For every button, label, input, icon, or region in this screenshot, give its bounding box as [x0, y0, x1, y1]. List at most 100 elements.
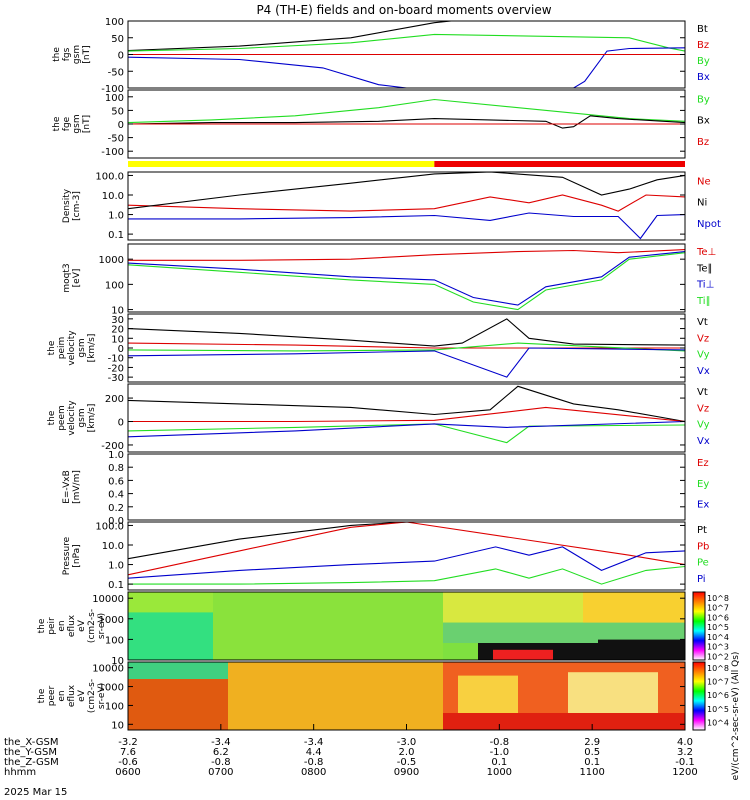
y-label-line: the [47, 410, 57, 425]
panel-frame [127, 453, 686, 521]
x-row-value: -1.0 [490, 747, 510, 758]
y-label-line: eflux [67, 684, 77, 707]
heatmap-block [128, 592, 213, 613]
panel-density: 100.0 10.0 1.0 0.1 Density [cm-3] Ne Ni Npot [62, 171, 721, 241]
legend-entry: Vy [697, 350, 710, 361]
legend-entry: Ez [697, 458, 709, 469]
x-row-value: 0.1 [491, 757, 507, 768]
x-row-value: -0.8 [304, 757, 324, 768]
y-label-line: gsm [77, 408, 87, 427]
x-row-value: 0600 [115, 767, 140, 778]
y-tick-label: 0.1 [108, 580, 124, 591]
y-axis-label: the peem velocity gsm [km/s] [47, 400, 97, 436]
x-row-value: 0.5 [584, 747, 600, 758]
legend-entry: Ex [697, 499, 709, 510]
y-label-line: sr-eV) [97, 683, 107, 709]
y-label-line: Pressure [62, 536, 72, 575]
y-tick-label: 10000 [92, 594, 124, 605]
y-tick-label: -200 [101, 441, 124, 452]
legend-entry: By [697, 56, 710, 67]
panel-frame [127, 171, 686, 241]
legend-entry: Ti∥ [696, 296, 711, 307]
mode-bar-segment [128, 161, 435, 167]
y-tick-label: -50 [108, 67, 124, 78]
x-row-label: hhmm [4, 767, 36, 778]
legend-entry: Bx [697, 72, 710, 83]
panel-frame [127, 521, 686, 591]
y-label-line: fge [62, 116, 72, 131]
series-ti-line [127, 251, 686, 306]
legend-entry: Vt [697, 317, 708, 328]
y-tick-label: 10000 [92, 664, 124, 675]
legend-entry: Pi [697, 574, 706, 585]
series-vt-line [127, 318, 686, 347]
y-label-line: peem [57, 405, 67, 431]
legend-entry: Vy [697, 420, 710, 431]
x-row-value: 3.2 [677, 747, 693, 758]
heatmap-block [228, 662, 443, 730]
y-tick-label: 1000 [99, 615, 124, 626]
x-axis-labels: the_X-GSM -3.2 -3.4 -3.4 -3.0 -0.8 2.9 4.0 the_Y… [4, 724, 698, 798]
legend-entry: Ne [697, 176, 711, 187]
panel-fge: 100 50 0 -50 -100 the fge gsm [nT] By Bx Bz [52, 89, 710, 159]
series-bx-line [127, 115, 686, 129]
y-tick-label: 1000 [99, 683, 124, 694]
x-row-value: -0.5 [397, 757, 417, 768]
x-row-value: -3.4 [304, 737, 324, 748]
legend-entry: Ti⊥ [696, 280, 714, 291]
y-tick-label: 0.4 [108, 490, 124, 501]
x-row-label: the_X-GSM [4, 737, 58, 748]
legend-entry: Bt [697, 24, 708, 35]
y-axis-label: moqt3 [eV] [62, 263, 82, 292]
x-row-value: -0.1 [675, 757, 695, 768]
y-tick-label: 0.2 [108, 503, 124, 514]
x-row-label: the_Z-GSM [4, 757, 59, 768]
y-tick-label: 100 [105, 93, 124, 104]
y-tick-label: 50 [111, 34, 124, 45]
heatmap-block [493, 649, 553, 660]
y-tick-label: 100.0 [95, 521, 124, 532]
series-vy-line [127, 423, 686, 444]
y-label-line: velocity [67, 400, 77, 436]
colorbar-tick-label: 10^5 [707, 705, 729, 714]
colorbar-tick-label: 10^2 [707, 652, 729, 661]
heatmap-block [213, 592, 443, 660]
colorbar-tick-label: 10^7 [707, 678, 729, 687]
legend-entry: Bz [697, 137, 709, 148]
y-label-line: eV [77, 689, 87, 702]
x-row-label: the_Y-GSM [4, 747, 57, 758]
colorbar-tick-label: 10^8 [707, 664, 729, 673]
y-tick-label: 20 [111, 325, 124, 336]
y-label-line: gsm [72, 114, 82, 133]
series-npot-line [128, 212, 686, 240]
x-row-value: 4.4 [306, 747, 322, 758]
colorbar-tick-label: 10^3 [707, 643, 729, 652]
panel-velocity_esa: 200 0 -200 the peem velocity gsm [km/s] Vt Vz Vy Vx [47, 383, 710, 453]
y-label-line: fgs [62, 47, 72, 61]
x-row-value: -0.6 [118, 757, 138, 768]
legend-entry: Pt [697, 525, 707, 536]
colorbar [692, 661, 706, 731]
series-by-line [127, 33, 686, 52]
y-tick-label: 200 [105, 394, 124, 405]
y-tick-label: 10 [111, 720, 124, 731]
y-label-line: the [52, 116, 62, 131]
x-row-value: 6.2 [213, 747, 229, 758]
chart-title: P4 (TH-E) fields and on-board moments ov… [256, 3, 551, 17]
y-tick-label: 10.0 [102, 191, 124, 202]
heatmap-block [128, 662, 228, 679]
y-label-line: en [57, 620, 67, 631]
y-tick-label: 10 [111, 334, 124, 345]
y-tick-label: 0 [118, 51, 124, 62]
x-row-value: 4.0 [677, 737, 693, 748]
y-label-line: sr-eV) [97, 613, 107, 639]
panel-frame [127, 243, 686, 313]
x-row-value: -3.4 [211, 737, 231, 748]
y-tick-label: 100.0 [95, 171, 124, 182]
heatmap-block [598, 639, 685, 660]
colorbar-tick-label: 10^4 [707, 633, 729, 642]
x-row-value: -0.8 [211, 757, 231, 768]
y-tick-label: 30 [111, 315, 124, 326]
y-tick-label: 0.1 [108, 230, 124, 241]
y-tick-label: 100 [105, 701, 124, 712]
